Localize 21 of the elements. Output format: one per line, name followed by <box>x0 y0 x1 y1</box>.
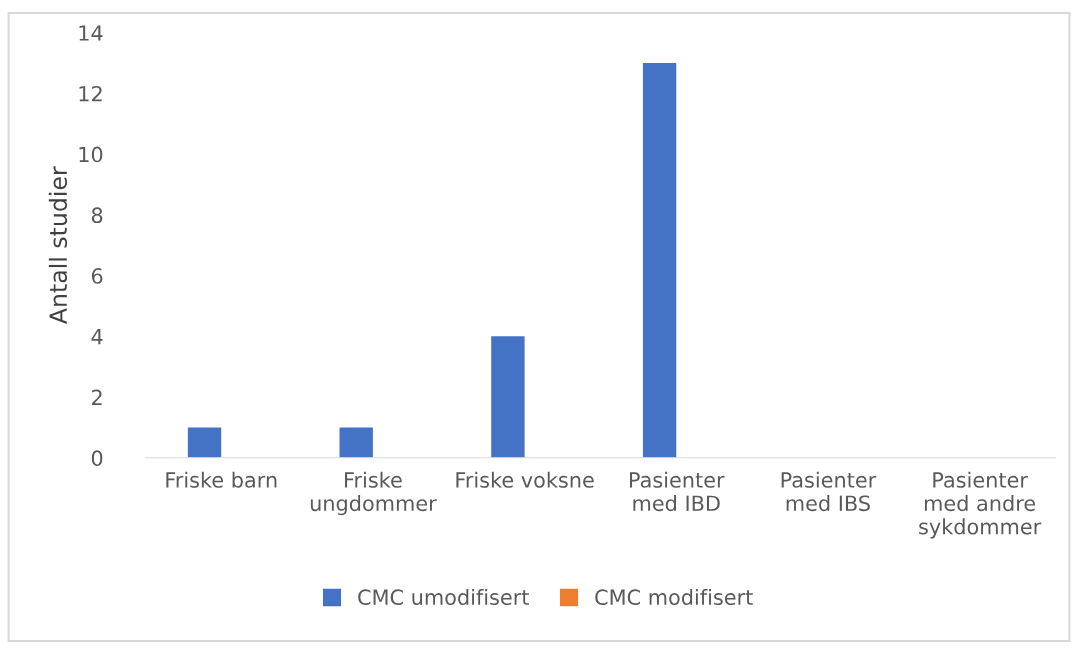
y-axis-title: Antall studier <box>48 166 68 324</box>
x-tick-label: Friske barn <box>166 471 277 488</box>
bar <box>339 427 373 458</box>
bar <box>642 63 677 458</box>
y-tick-label: 10 <box>79 146 103 163</box>
bar <box>491 336 525 458</box>
y-tick-label: 4 <box>91 329 103 345</box>
y-tick-label: 0 <box>91 450 103 467</box>
x-tick-label: Friske voksne <box>456 471 594 488</box>
x-tick-label: Friske ungdommer <box>310 471 437 516</box>
x-tick-label: Pasienter med andre sykdommer <box>919 471 1042 539</box>
x-tick-label: Pasienter med IBD <box>630 471 725 512</box>
y-tick-label: 14 <box>79 25 103 41</box>
y-tick-label: 8 <box>91 207 103 224</box>
bar <box>187 427 222 458</box>
legend-label: CMC umodifisert <box>358 588 529 606</box>
legend-label: CMC modifisert <box>595 588 753 606</box>
y-tick-label: 12 <box>79 85 102 102</box>
y-tick-label: 2 <box>92 389 102 405</box>
x-tick-label: Pasienter med IBS <box>781 471 877 512</box>
y-tick-label: 6 <box>91 268 103 284</box>
